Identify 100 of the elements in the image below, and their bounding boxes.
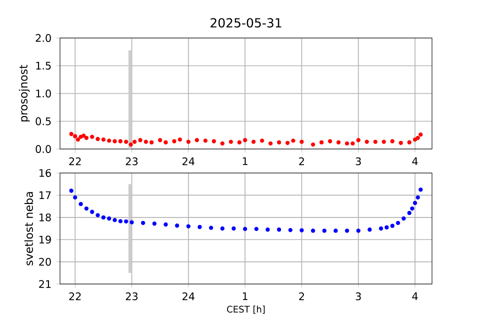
point: [291, 138, 296, 143]
point: [276, 140, 282, 144]
point: [364, 140, 369, 144]
point: [232, 226, 236, 231]
point: [130, 220, 134, 224]
point: [118, 139, 123, 144]
point: [124, 219, 128, 224]
y-tick-label: 1.0: [36, 90, 51, 98]
point: [310, 142, 316, 147]
point: [158, 138, 162, 142]
point: [208, 226, 214, 230]
point: [266, 228, 270, 232]
point: [336, 140, 341, 144]
point: [319, 140, 324, 144]
y-tick-label: 0.0: [36, 145, 51, 153]
point: [407, 140, 412, 144]
point: [344, 141, 350, 146]
point: [78, 202, 83, 206]
point: [84, 206, 89, 211]
point: [73, 134, 78, 138]
y-tick-label: 21: [39, 280, 51, 288]
point: [268, 141, 273, 146]
point: [107, 138, 112, 143]
point: [164, 140, 168, 144]
x-tick-label: 24: [182, 292, 194, 300]
point: [128, 142, 133, 147]
point: [402, 216, 406, 221]
point: [172, 139, 176, 144]
point: [96, 213, 100, 218]
y-tick-label: 1.5: [36, 62, 51, 70]
point: [242, 226, 248, 232]
point: [356, 228, 360, 233]
point: [220, 141, 224, 146]
point: [390, 224, 394, 228]
point: [220, 226, 224, 231]
point: [152, 222, 157, 226]
point: [398, 140, 403, 145]
point: [96, 136, 100, 142]
x-axis-title: CEST [h]: [227, 306, 265, 314]
point: [198, 224, 202, 230]
y-axis-title: svetlost neba: [24, 192, 33, 266]
point: [251, 140, 256, 144]
point: [73, 195, 78, 200]
point: [237, 140, 242, 144]
point: [174, 224, 180, 228]
x-tick-label: 1: [242, 157, 248, 165]
point: [132, 140, 137, 144]
y-tick-label: 17: [40, 191, 51, 200]
y-tick-label: 0.5: [36, 117, 51, 126]
x-tick-label: 24: [182, 157, 194, 166]
y-tick-label: 2.0: [36, 34, 51, 42]
point: [78, 134, 83, 139]
point: [384, 225, 389, 230]
point: [412, 200, 418, 206]
x-tick-label: 3: [356, 292, 361, 300]
point: [254, 226, 258, 232]
point: [203, 138, 208, 143]
point: [382, 140, 386, 144]
y-tick-label: 16: [40, 169, 51, 177]
point: [418, 188, 423, 192]
point: [150, 140, 154, 144]
point: [300, 140, 304, 144]
point: [390, 139, 394, 144]
point: [396, 220, 400, 226]
point: [285, 140, 290, 145]
point: [90, 210, 94, 214]
point: [212, 139, 216, 144]
point: [418, 132, 423, 137]
point: [288, 228, 292, 232]
point: [101, 137, 106, 142]
point: [416, 195, 420, 200]
point: [178, 137, 182, 142]
point: [242, 138, 248, 142]
point: [300, 228, 304, 232]
y-tick-label: 18: [40, 213, 51, 222]
point: [144, 140, 148, 144]
point: [328, 139, 332, 144]
y-tick-label: 20: [39, 258, 51, 266]
point: [107, 216, 112, 221]
point: [407, 210, 412, 216]
point: [186, 140, 190, 144]
point: [76, 137, 80, 142]
point: [138, 138, 142, 142]
point: [141, 220, 146, 226]
chart-title: 2025-05-31: [210, 18, 282, 28]
x-tick-label: 4: [412, 157, 418, 165]
x-tick-label: 23: [126, 292, 138, 300]
x-tick-label: 22: [69, 292, 81, 300]
point: [69, 188, 74, 193]
y-tick-label: 19: [40, 236, 51, 244]
point: [260, 138, 264, 143]
point: [164, 222, 168, 227]
point: [194, 138, 199, 142]
point: [410, 206, 414, 211]
point: [82, 134, 86, 138]
point: [118, 219, 123, 224]
x-tick-label: 4: [412, 292, 418, 300]
x-tick-label: 2: [299, 292, 304, 300]
point: [344, 228, 350, 233]
point: [112, 218, 117, 222]
